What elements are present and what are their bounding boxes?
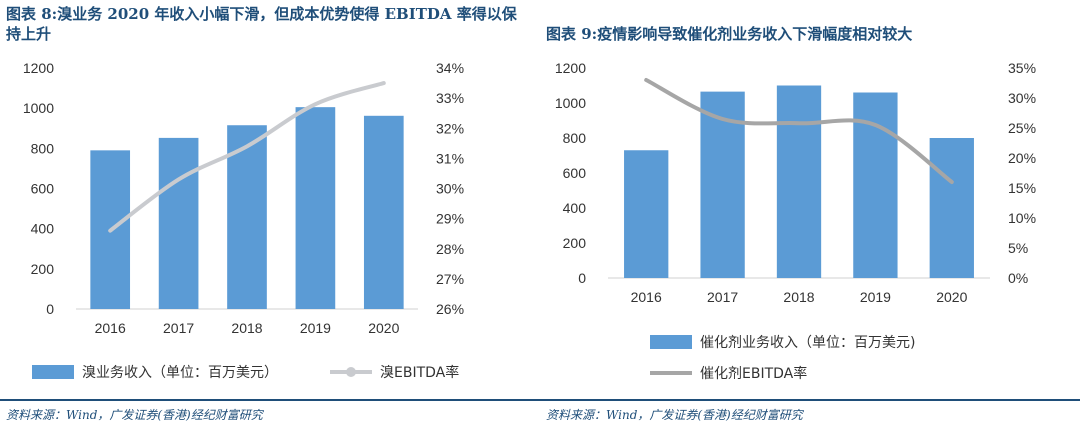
right-x-tick-label: 2020 xyxy=(936,289,967,305)
left-y-tick-label: 800 xyxy=(31,140,55,156)
left-y2-tick-label: 30% xyxy=(436,181,464,197)
left-y2-tick-label: 29% xyxy=(436,211,464,227)
left-y2-tick-label: 34% xyxy=(436,60,464,76)
left-y-tick-label: 400 xyxy=(31,221,55,237)
right-legend-label: 催化剂业务收入（单位：百万美元) xyxy=(700,335,915,351)
left-x-tick-label: 2017 xyxy=(163,320,194,336)
right-bar-2020 xyxy=(929,138,974,278)
right-y2-tick-label: 5% xyxy=(1008,240,1028,256)
right-y2-tick-label: 0% xyxy=(1008,270,1028,286)
left-legend-bar-swatch xyxy=(32,365,74,379)
left-x-tick-label: 2019 xyxy=(300,320,331,336)
left-bar-2020 xyxy=(363,115,404,309)
right-y-tick-label: 1000 xyxy=(555,95,586,111)
left-chart-title: 图表 8:溴业务 2020 年收入小幅下滑，但成本优势使得 EBITDA 率得以… xyxy=(6,5,517,43)
right-x-tick-label: 2016 xyxy=(631,289,662,305)
left-y-tick-label: 1000 xyxy=(23,100,54,116)
right-y2-tick-label: 30% xyxy=(1008,90,1036,106)
right-y2-tick-label: 10% xyxy=(1008,210,1036,226)
right-y2-tick-label: 35% xyxy=(1008,60,1036,76)
left-bar-2018 xyxy=(227,125,267,309)
left-y-tick-label: 600 xyxy=(31,181,55,197)
right-x-tick-label: 2018 xyxy=(783,289,814,305)
left-x-tick-label: 2020 xyxy=(368,320,399,336)
right-y-tick-label: 1200 xyxy=(555,60,586,76)
right-y-tick-label: 400 xyxy=(563,200,587,216)
left-legend-label: 溴EBITDA率 xyxy=(380,364,459,381)
right-y2-tick-label: 15% xyxy=(1008,180,1036,196)
right-legend-bar-swatch xyxy=(650,335,692,349)
right-y-tick-label: 600 xyxy=(563,165,587,181)
left-x-tick-label: 2016 xyxy=(95,320,126,336)
left-y2-tick-label: 27% xyxy=(436,271,464,287)
right-legend-label: 催化剂EBITDA率 xyxy=(700,365,807,382)
left-legend-line-marker xyxy=(346,367,356,377)
right-bar-2018 xyxy=(776,85,822,278)
left-y2-tick-label: 33% xyxy=(436,90,464,106)
right-y2-tick-label: 25% xyxy=(1008,120,1036,136)
left-y-tick-label: 0 xyxy=(46,301,54,317)
right-y-tick-label: 0 xyxy=(578,270,586,286)
right-source-note: 资料来源：Wind，广发证券(香港)经纪财富研究 xyxy=(546,408,803,422)
right-y2-tick-label: 20% xyxy=(1008,150,1036,166)
left-bar-2019 xyxy=(295,107,336,309)
right-x-tick-label: 2019 xyxy=(860,289,891,305)
left-x-tick-label: 2018 xyxy=(231,320,262,336)
left-bar-2017 xyxy=(158,137,199,309)
left-y2-tick-label: 26% xyxy=(436,301,464,317)
left-source-note: 资料来源：Wind，广发证券(香港)经纪财富研究 xyxy=(6,408,263,422)
left-y2-tick-label: 31% xyxy=(436,150,464,166)
left-y-tick-label: 1200 xyxy=(23,60,54,76)
right-y-tick-label: 800 xyxy=(563,130,587,146)
right-x-tick-label: 2017 xyxy=(707,289,738,305)
footer-rule xyxy=(0,399,1080,401)
left-chart: 0 200 400 600 800 1000 1200 26% 27% 28% 29% 30% 31% 3… xyxy=(23,60,464,381)
left-y2-tick-label: 32% xyxy=(436,120,464,136)
right-bar-2016 xyxy=(624,150,669,278)
left-y-tick-label: 200 xyxy=(31,261,55,277)
left-y2-tick-label: 28% xyxy=(436,241,464,257)
right-chart-title: 图表 9:疫情影响导致催化剂业务收入下滑幅度相对较大 xyxy=(546,25,913,43)
right-y-tick-label: 200 xyxy=(563,235,587,251)
left-legend-label: 溴业务收入（单位：百万美元） xyxy=(82,365,278,381)
right-chart: 0 200 400 600 800 1000 1200 0% 5% 10% 15% 20% 25% 30%… xyxy=(555,60,1036,382)
